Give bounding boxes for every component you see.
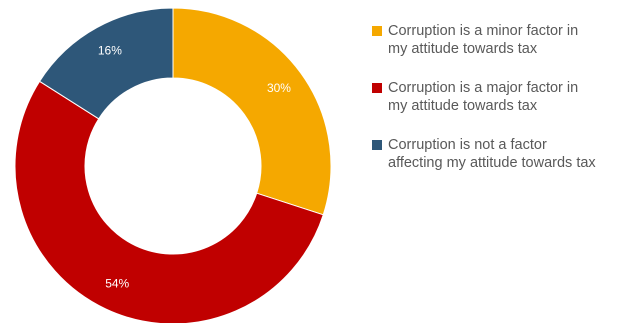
slice-label-major: 54% [105,277,129,291]
legend-swatch-major [372,83,382,93]
legend: Corruption is a minor factor in my attit… [372,22,630,193]
slice-label-minor: 30% [267,81,291,95]
legend-label-minor: Corruption is a minor factor in my attit… [388,23,579,57]
slice-not-a-factor [38,7,174,120]
legend-label-major: Corruption is a major factor in my attit… [388,80,579,114]
slice-label-not-a-factor: 16% [98,43,122,57]
legend-item-major: Corruption is a major factor in my attit… [372,79,630,115]
legend-item-minor: Corruption is a minor factor in my attit… [372,22,630,58]
legend-item-not-a-factor: Corruption is not a factor affecting my … [372,136,630,172]
donut-chart: 30% 54% 16% [14,7,332,323]
slice-minor [172,7,332,216]
legend-swatch-minor [372,26,382,36]
legend-swatch-not-a-factor [372,140,382,150]
legend-label-not-a-factor: Corruption is not a factor affecting my … [388,137,596,171]
slice-major [14,80,324,323]
